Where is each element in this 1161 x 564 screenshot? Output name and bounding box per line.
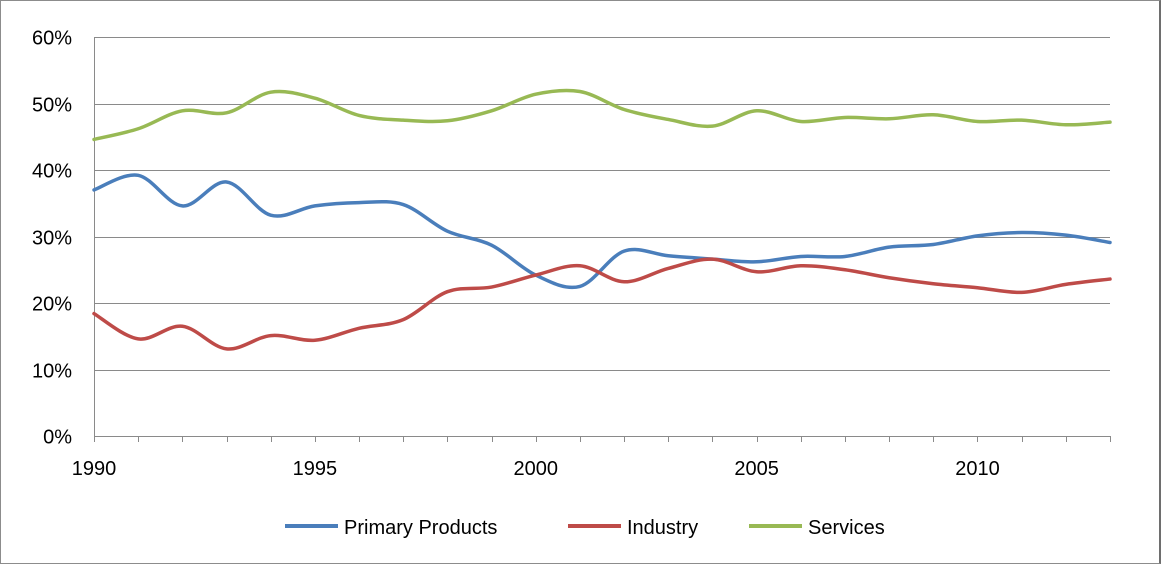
legend-label-industry: Industry: [627, 517, 698, 539]
y-tick-label: 40%: [32, 161, 72, 183]
legend: Primary Products Industry Services: [285, 517, 885, 539]
x-tick-label: 2010: [955, 458, 1000, 480]
axes: [94, 37, 1111, 442]
x-tick-label: 2005: [734, 458, 779, 480]
y-tick-label: 50%: [32, 95, 72, 117]
y-tick-label: 20%: [32, 294, 72, 316]
x-tick-label: 1990: [72, 458, 117, 480]
gridlines: [94, 37, 1110, 371]
legend-label-services: Services: [808, 517, 885, 539]
y-tick-labels: 0% 10% 20% 30% 40% 50% 60%: [32, 28, 72, 449]
series-lines: [92, 88, 1112, 351]
series-line-industry: [92, 257, 1112, 351]
y-tick-label: 0%: [43, 427, 72, 449]
x-tick-labels: 1990 1995 2000 2005 2010: [72, 458, 1000, 480]
legend-label-primary-products: Primary Products: [344, 517, 497, 539]
y-tick-label: 60%: [32, 28, 72, 50]
series-line-services: [92, 88, 1112, 142]
x-tick-label: 1995: [293, 458, 338, 480]
x-tick-label: 2000: [513, 458, 558, 480]
series-line-primary-products: [92, 173, 1112, 290]
y-tick-label: 10%: [32, 361, 72, 383]
y-tick-label: 30%: [32, 228, 72, 250]
